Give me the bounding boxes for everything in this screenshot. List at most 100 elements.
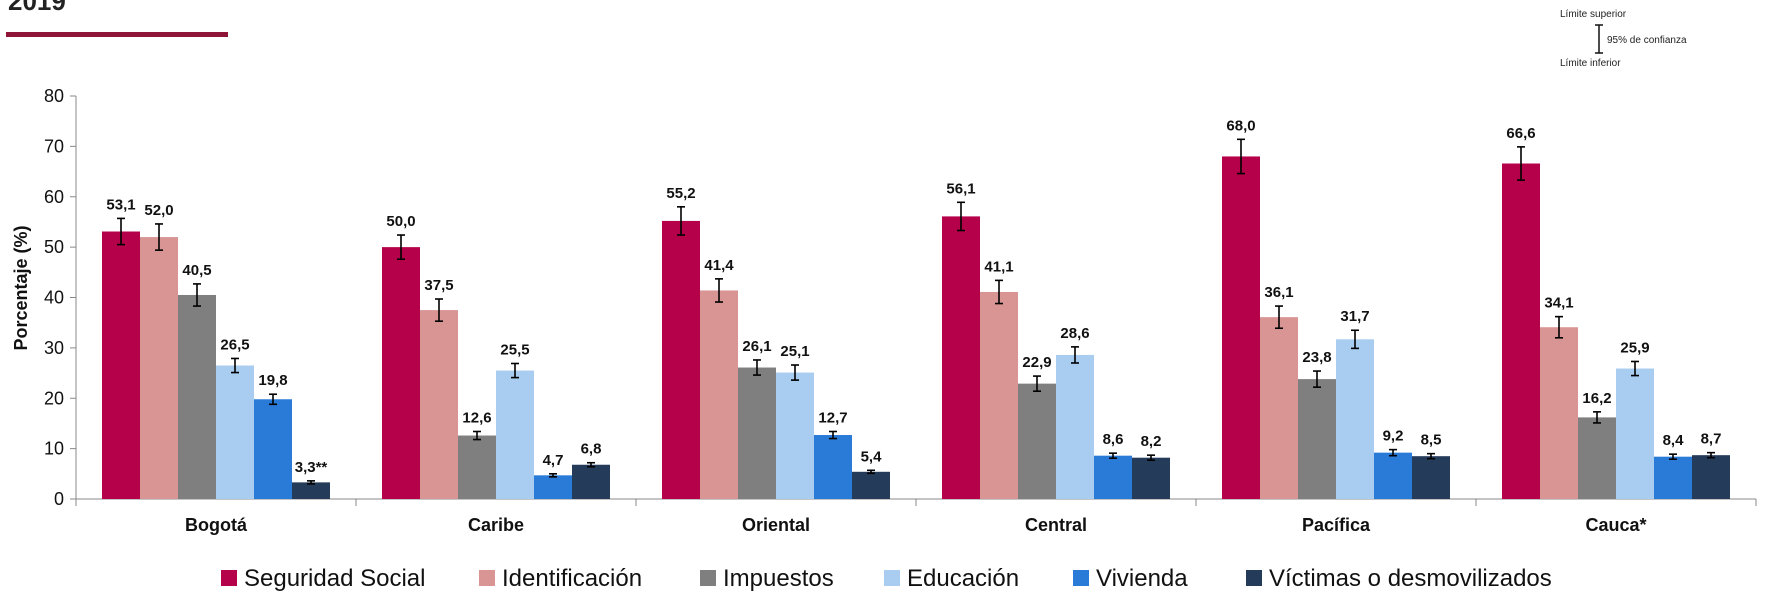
bar: [942, 216, 980, 500]
ci-legend-middle: 95% de confianza: [1607, 35, 1687, 46]
data-label: 25,5: [500, 341, 529, 358]
category-label: Bogotá: [185, 515, 248, 535]
data-label: 56,1: [946, 180, 975, 197]
data-label: 55,2: [666, 185, 695, 202]
data-label: 12,6: [462, 409, 491, 426]
bar: [572, 464, 610, 499]
data-label: 31,7: [1340, 308, 1369, 325]
page-title: 2019: [8, 0, 66, 16]
bar: [1540, 327, 1578, 499]
data-label: 36,1: [1264, 284, 1293, 301]
bar: [254, 399, 292, 499]
category-label: Cauca*: [1585, 515, 1646, 535]
data-label: 22,9: [1022, 354, 1051, 371]
bar: [814, 435, 852, 499]
bar: [1654, 456, 1692, 499]
legend: Seguridad Social Identificación Impuestos E…: [221, 565, 1552, 592]
data-label: 66,6: [1506, 125, 1535, 142]
legend-swatch: [700, 570, 716, 586]
data-label: 41,1: [984, 258, 1013, 275]
legend-label: Identificación: [502, 565, 642, 592]
bar: [980, 291, 1018, 499]
data-label: 16,2: [1582, 390, 1611, 407]
bar: [1616, 368, 1654, 499]
bar: [1094, 455, 1132, 499]
ci-legend: Límite superior 95% de confianza Límite …: [1560, 9, 1687, 69]
ci-legend-upper: Límite superior: [1560, 9, 1627, 20]
bar: [382, 247, 420, 499]
data-label: 5,4: [861, 448, 883, 465]
bar: [140, 237, 178, 500]
bar: [1374, 452, 1412, 499]
bar: [1222, 156, 1260, 499]
data-label: 19,8: [258, 372, 287, 389]
bar: [776, 372, 814, 499]
y-tick-label: 60: [44, 187, 64, 207]
y-axis: 0 10 20 30 40 50 60 70 80: [44, 86, 77, 509]
category-label: Pacífica: [1302, 515, 1371, 535]
legend-label: Educación: [907, 565, 1019, 592]
bar: [1502, 163, 1540, 499]
legend-label: Víctimas o desmovilizados: [1269, 565, 1552, 592]
bar: [1692, 455, 1730, 499]
y-tick-label: 80: [44, 86, 64, 106]
data-label: 28,6: [1060, 325, 1089, 342]
legend-label: Vivienda: [1096, 565, 1188, 592]
bar: [1412, 456, 1450, 499]
data-label: 26,1: [742, 338, 771, 355]
data-label: 40,5: [182, 262, 211, 279]
y-axis-label: Porcentaje (%): [11, 225, 31, 350]
y-tick-label: 0: [54, 489, 64, 509]
category-label: Central: [1025, 515, 1087, 535]
legend-label: Seguridad Social: [244, 565, 425, 592]
data-label: 3,3**: [295, 459, 328, 476]
bar: [1056, 354, 1094, 499]
data-label: 23,8: [1302, 349, 1331, 366]
y-tick-label: 10: [44, 439, 64, 459]
bar: [102, 231, 140, 500]
y-tick-label: 40: [44, 288, 64, 308]
category-label: Caribe: [468, 515, 524, 535]
data-label: 26,5: [220, 336, 249, 353]
bar: [534, 475, 572, 499]
data-label: 8,5: [1421, 432, 1442, 449]
data-label: 68,0: [1226, 117, 1255, 134]
legend-swatch: [479, 570, 495, 586]
title-rule: [6, 32, 228, 37]
data-label: 37,5: [424, 277, 453, 294]
bar: [292, 482, 330, 499]
ci-legend-lower: Límite inferior: [1560, 58, 1621, 69]
bar: [1298, 379, 1336, 499]
data-label: 53,1: [106, 196, 135, 213]
data-label: 4,7: [543, 452, 564, 469]
x-axis: Bogotá Caribe Oriental Central Pacífica Cauca…: [75, 498, 1757, 535]
bar: [420, 310, 458, 499]
data-label: 8,2: [1141, 433, 1162, 450]
data-label: 52,0: [144, 202, 173, 219]
bar: [852, 471, 890, 499]
category-label: Oriental: [742, 515, 810, 535]
data-label: 8,4: [1663, 432, 1685, 449]
legend-label: Impuestos: [723, 565, 834, 592]
bar: [1578, 417, 1616, 499]
bar: [1132, 457, 1170, 499]
y-tick-label: 50: [44, 237, 64, 257]
bars: 53,1 52,0 40,5 26,5 19,8 3,3** 50,0 37,5 12,6 25,…: [102, 117, 1730, 500]
data-label: 41,4: [704, 257, 734, 274]
legend-swatch: [1073, 570, 1089, 586]
data-label: 6,8: [581, 441, 602, 458]
bar: [496, 370, 534, 499]
bar: [216, 365, 254, 499]
y-tick-label: 70: [44, 136, 64, 156]
y-tick-label: 30: [44, 338, 64, 358]
bar: [700, 290, 738, 499]
legend-swatch: [884, 570, 900, 586]
bar: [178, 294, 216, 499]
legend-swatch: [221, 570, 237, 586]
y-tick-label: 20: [44, 388, 64, 408]
bar: [662, 220, 700, 499]
data-label: 12,7: [818, 409, 847, 426]
bar: [1018, 383, 1056, 499]
data-label: 8,7: [1701, 431, 1722, 448]
